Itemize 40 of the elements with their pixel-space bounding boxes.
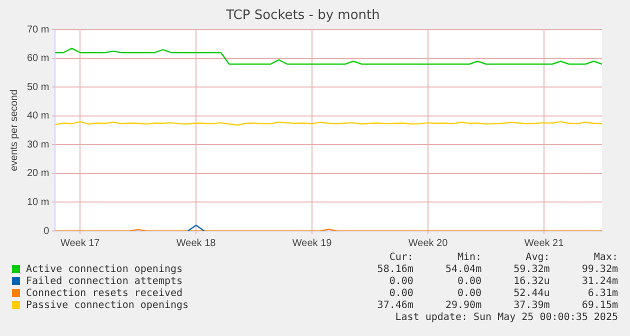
x-tick-label: Week 18 [176, 238, 216, 249]
text: Min: [456, 252, 482, 264]
text: 0.00 [456, 276, 482, 288]
text: Max: [592, 252, 618, 264]
text: 0.00 [388, 276, 414, 288]
text: 0.00 [388, 288, 414, 300]
y-axis-title: events per second [8, 89, 20, 172]
y-tick-label: 50 m [26, 82, 50, 93]
text: Avg: [524, 252, 550, 264]
text: 6.31m [586, 288, 618, 300]
x-tick-label: Week 21 [524, 238, 564, 249]
text: 99.32m [580, 264, 618, 276]
text: 59.32m [512, 264, 550, 276]
legend-label: Passive connection openings [25, 300, 190, 312]
text: 37.46m [376, 300, 414, 312]
text: Last update: Sun May 25 00:00:35 2025 [394, 312, 618, 323]
text: 58.16m [376, 264, 414, 276]
text: 37.39m [512, 300, 550, 312]
y-tick-label: 60 m [26, 53, 50, 64]
text: 0.00 [456, 288, 482, 300]
y-tick-label: 20 m [26, 168, 50, 180]
text: 29.90m [444, 300, 482, 312]
text: 54.04m [444, 264, 482, 276]
y-tick-label: 30 m [26, 139, 50, 150]
legend-label: Active connection openings [25, 264, 184, 276]
text: 52.44u [512, 288, 550, 300]
y-tick-label: 0 [44, 226, 50, 237]
legend-label: Failed connection attempts [25, 276, 184, 288]
legend-label: Connection resets received [25, 288, 184, 300]
text: Cur: [388, 252, 414, 264]
y-tick-label: 70 m [26, 24, 50, 36]
x-tick-label: Week 20 [408, 238, 448, 249]
x-tick-label: Week 17 [60, 238, 100, 249]
chart-title: TCP Sockets - by month [225, 8, 380, 24]
text: 31.24m [580, 276, 618, 288]
y-tick-label: 40 m [26, 110, 50, 122]
y-tick-label: 10 m [26, 196, 50, 208]
text: 16.32u [512, 276, 550, 288]
text: 69.15m [580, 300, 618, 312]
x-tick-label: Week 19 [292, 238, 332, 249]
